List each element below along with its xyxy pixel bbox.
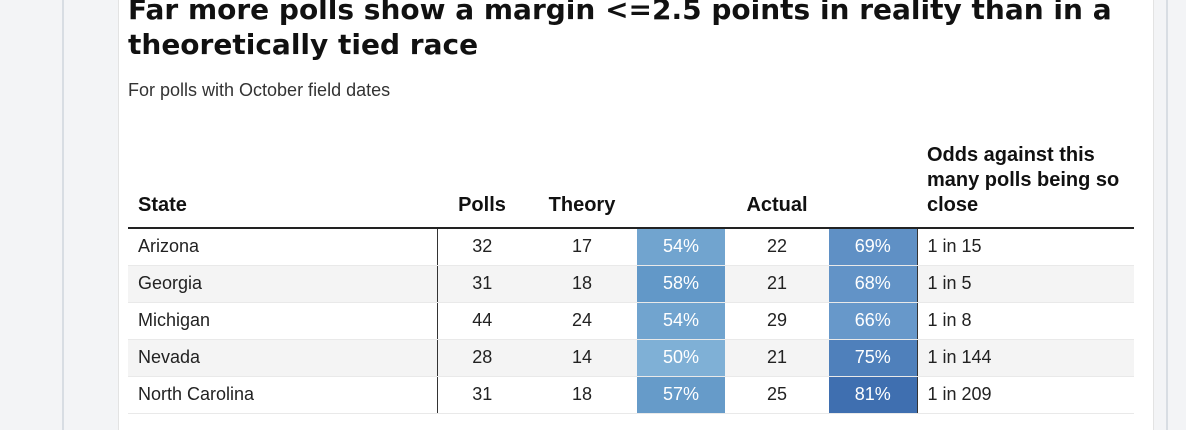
actual-count-cell: 25 xyxy=(725,376,829,414)
header-odds: Odds against this many polls being so cl… xyxy=(917,140,1134,229)
theory-pct-cell: 50% xyxy=(637,339,725,377)
actual-count-cell: 29 xyxy=(725,302,829,340)
polls-cell: 31 xyxy=(436,265,527,303)
state-cell: Arizona xyxy=(128,228,437,266)
state-cell: North Carolina xyxy=(128,376,437,414)
odds-cell: 1 in 144 xyxy=(916,339,1134,377)
actual-pct-cell: 81% xyxy=(829,376,917,414)
header-polls: Polls xyxy=(437,140,527,229)
theory-count-cell: 24 xyxy=(527,302,637,340)
actual-pct-cell: 75% xyxy=(829,339,917,377)
polls-cell: 44 xyxy=(436,302,527,340)
odds-cell: 1 in 15 xyxy=(916,228,1134,266)
table-row: Georgia 31 18 58% 21 68% 1 in 5 xyxy=(128,265,1134,303)
header-actual-pct xyxy=(829,140,917,229)
actual-pct-cell: 68% xyxy=(829,265,917,303)
table-row: Nevada 28 14 50% 21 75% 1 in 144 xyxy=(128,339,1134,377)
actual-pct-cell: 69% xyxy=(829,228,917,266)
theory-count-cell: 14 xyxy=(527,339,637,377)
state-cell: Nevada xyxy=(128,339,437,377)
actual-count-cell: 22 xyxy=(725,228,829,266)
table-header-row: State Polls Theory Actual Odds against t… xyxy=(128,140,1134,229)
left-scroll-track xyxy=(62,0,64,430)
table-row: Michigan 44 24 54% 29 66% 1 in 8 xyxy=(128,302,1134,340)
header-theory-pct xyxy=(637,140,725,229)
header-state: State xyxy=(128,140,437,229)
polls-cell: 32 xyxy=(436,228,527,266)
odds-cell: 1 in 209 xyxy=(916,376,1134,414)
right-scroll-track xyxy=(1166,0,1168,430)
actual-count-cell: 21 xyxy=(725,339,829,377)
table-body: Arizona 32 17 54% 22 69% 1 in 15 Georgia 31 18 58%… xyxy=(128,228,1134,414)
theory-count-cell: 18 xyxy=(527,376,637,414)
header-theory: Theory xyxy=(527,140,637,229)
chart-subtitle: For polls with October field dates xyxy=(128,80,391,100)
theory-count-cell: 17 xyxy=(527,228,637,266)
odds-cell: 1 in 5 xyxy=(916,265,1134,303)
theory-pct-cell: 54% xyxy=(637,302,725,340)
theory-count-cell: 18 xyxy=(527,265,637,303)
chart-title: Far more polls show a margin <=2.5 point… xyxy=(128,0,1112,61)
state-cell: Michigan xyxy=(128,302,437,340)
theory-pct-cell: 54% xyxy=(637,228,725,266)
header-actual: Actual xyxy=(725,140,829,229)
polls-cell: 28 xyxy=(436,339,527,377)
actual-pct-cell: 66% xyxy=(829,302,917,340)
odds-cell: 1 in 8 xyxy=(916,302,1134,340)
actual-count-cell: 21 xyxy=(725,265,829,303)
theory-pct-cell: 57% xyxy=(637,376,725,414)
table-row: North Carolina 31 18 57% 25 81% 1 in 209 xyxy=(128,376,1134,414)
theory-pct-cell: 58% xyxy=(637,265,725,303)
poll-margin-table: State Polls Theory Actual Odds against t… xyxy=(128,140,1134,414)
polls-cell: 31 xyxy=(436,376,527,414)
table-row: Arizona 32 17 54% 22 69% 1 in 15 xyxy=(128,228,1134,266)
state-cell: Georgia xyxy=(128,265,437,303)
